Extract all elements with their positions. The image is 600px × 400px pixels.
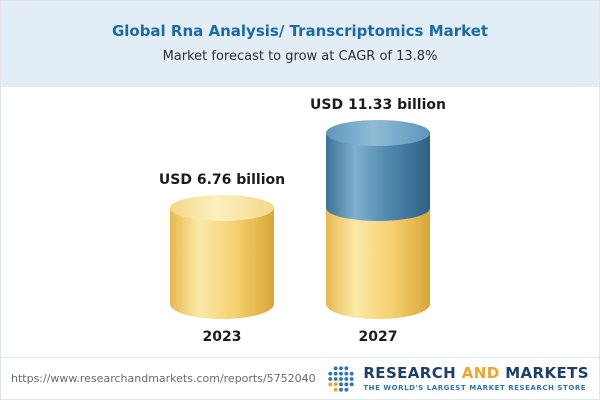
bar-group-2023: USD 6.76 billion 2023 xyxy=(159,172,285,345)
year-label-2023: 2023 xyxy=(202,329,242,345)
value-label-2023: USD 6.76 billion xyxy=(158,172,286,188)
cylinder-2027-segment-base xyxy=(326,195,430,319)
bar-group-2027: USD 11.33 billion 2027 xyxy=(310,97,446,345)
footer: https://www.researchandmarkets.com/repor… xyxy=(1,357,599,399)
logo-wordmark: RESEARCH AND MARKETS xyxy=(363,363,589,382)
logo-text: RESEARCH AND MARKETS THE WORLD'S LARGEST… xyxy=(363,363,589,393)
bar-chart: USD 6.76 billion 2023 USD 11.33 billion … xyxy=(1,87,599,359)
logo-word-and: AND xyxy=(461,363,500,382)
page-title: Global Rna Analysis/ Transcriptomics Mar… xyxy=(111,22,489,40)
cylinder-2023 xyxy=(170,195,274,319)
researchandmarkets-logo: RESEARCH AND MARKETS THE WORLD'S LARGEST… xyxy=(326,364,589,394)
cylinder-2023-segment-base xyxy=(170,195,274,319)
cylinder-2027-segment-junction xyxy=(326,195,430,221)
value-label-2027: USD 11.33 billion xyxy=(310,97,446,113)
researchandmarkets-globe-icon xyxy=(328,365,354,392)
logo-word-markets: MARKETS xyxy=(505,363,589,382)
cylinder-2027 xyxy=(326,120,430,319)
logo-tagline: THE WORLD'S LARGEST MARKET RESEARCH STOR… xyxy=(363,384,587,393)
year-label-2027: 2027 xyxy=(358,329,398,345)
header: Global Rna Analysis/ Transcriptomics Mar… xyxy=(1,1,599,87)
report-url: https://www.researchandmarkets.com/repor… xyxy=(11,372,316,385)
logo-word-research: RESEARCH xyxy=(363,363,457,382)
cylinder-2027-top-cap xyxy=(326,120,430,146)
subtitle: Market forecast to grow at CAGR of 13.8% xyxy=(162,49,438,64)
cylinder-2023-top-cap xyxy=(170,195,274,221)
